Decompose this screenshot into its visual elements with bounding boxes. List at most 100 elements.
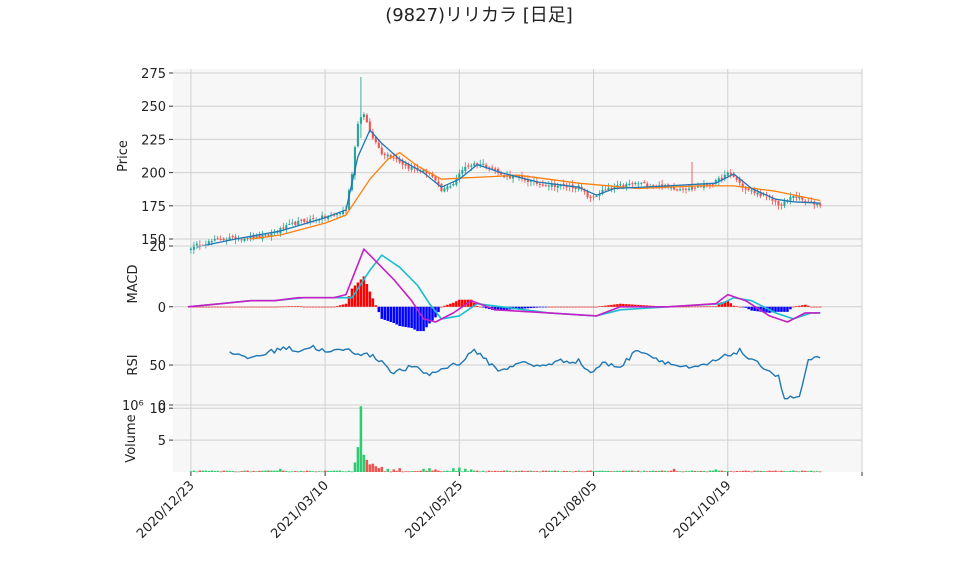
volume-bar bbox=[464, 468, 467, 472]
volume-bar bbox=[562, 470, 565, 472]
macd-line bbox=[187, 248, 821, 323]
candle-body bbox=[270, 233, 273, 237]
macd-histogram-bar bbox=[216, 306, 220, 308]
macd-histogram-bar bbox=[425, 306, 428, 328]
volume-bar bbox=[789, 470, 792, 472]
candle-body bbox=[556, 185, 559, 188]
candle-body bbox=[708, 184, 711, 186]
candle-body bbox=[300, 219, 303, 221]
candle-body bbox=[553, 183, 556, 188]
volume-bar bbox=[795, 471, 798, 473]
candle-body bbox=[491, 167, 494, 169]
candle-body bbox=[562, 183, 565, 186]
volume-bar bbox=[311, 471, 315, 473]
volume-bar bbox=[693, 470, 697, 472]
macd-histogram-bar bbox=[753, 306, 756, 311]
candle-body bbox=[607, 187, 610, 190]
volume-bar bbox=[335, 470, 339, 472]
volume-bar bbox=[210, 470, 214, 472]
volume-bar bbox=[523, 471, 527, 472]
candle-body bbox=[392, 157, 395, 159]
volume-bar bbox=[353, 462, 357, 472]
candle-body bbox=[625, 183, 628, 188]
macd-histogram-bar bbox=[815, 306, 819, 308]
volume-bar bbox=[747, 470, 750, 472]
macd-histogram-bar bbox=[270, 306, 273, 308]
volume-bar bbox=[207, 470, 211, 472]
macd-histogram-bar bbox=[353, 285, 357, 307]
macd-histogram-bar bbox=[255, 306, 258, 308]
macd-histogram-bar bbox=[449, 303, 452, 307]
volume-bar bbox=[410, 471, 413, 472]
candle-body bbox=[428, 172, 431, 174]
macd-histogram-bar bbox=[607, 305, 610, 307]
volume-bar bbox=[511, 471, 515, 473]
volume-bar bbox=[359, 406, 363, 472]
macd-histogram-bar bbox=[279, 306, 282, 308]
macd-histogram-bar bbox=[213, 306, 217, 308]
volume-bar bbox=[431, 470, 434, 472]
candle-body bbox=[511, 175, 515, 179]
macd-histogram-bar bbox=[323, 306, 327, 308]
volume-bar bbox=[619, 470, 622, 472]
macd-histogram-bar bbox=[320, 306, 324, 308]
macd-histogram-bar bbox=[410, 306, 413, 329]
macd-histogram-bar bbox=[392, 306, 395, 323]
volume-bar bbox=[765, 471, 768, 473]
candle-body bbox=[810, 201, 813, 203]
candle-body bbox=[395, 157, 398, 160]
candle-body bbox=[365, 114, 368, 123]
x-tick-label: 2021/10/19 bbox=[671, 478, 735, 542]
macd-histogram-bar bbox=[616, 304, 619, 307]
macd-histogram-bar bbox=[586, 306, 589, 308]
volume-bar bbox=[288, 471, 291, 473]
volume-bar bbox=[458, 467, 461, 472]
candle-body bbox=[407, 164, 410, 169]
macd-histogram-bar bbox=[335, 306, 339, 307]
macd-histogram-bar bbox=[744, 306, 747, 308]
volume-bar bbox=[681, 471, 685, 473]
x-tick-label: 2021/08/05 bbox=[537, 478, 601, 542]
macd-histogram-bar bbox=[359, 279, 363, 307]
volume-bar bbox=[377, 468, 381, 472]
macd-histogram-bar bbox=[440, 306, 443, 308]
volume-bar bbox=[723, 471, 727, 472]
macd-histogram-bar bbox=[559, 306, 563, 308]
price-tick-label: 150 bbox=[141, 233, 166, 248]
volume-bar bbox=[455, 471, 458, 472]
volume-bar bbox=[601, 470, 604, 472]
candle-body bbox=[189, 248, 192, 250]
macd-histogram-bar bbox=[332, 306, 336, 308]
macd-histogram-bar bbox=[792, 306, 795, 308]
candle-body bbox=[431, 173, 434, 177]
candle-body bbox=[327, 216, 330, 219]
macd-histogram-bar bbox=[729, 303, 733, 307]
candle-body bbox=[434, 176, 437, 181]
candle-body bbox=[640, 182, 643, 184]
macd-histogram-bar bbox=[478, 306, 482, 308]
candle-body bbox=[586, 191, 589, 198]
macd-histogram-bar bbox=[338, 305, 342, 307]
volume-bar bbox=[371, 463, 375, 472]
candle-body bbox=[258, 235, 261, 238]
volume-bar bbox=[428, 468, 431, 472]
macd-histogram-bar bbox=[541, 306, 545, 308]
candle-body bbox=[336, 213, 339, 215]
macd-histogram-bar bbox=[285, 306, 288, 308]
macd-axis-label: MACD bbox=[126, 265, 141, 304]
macd-histogram-bar bbox=[377, 306, 381, 313]
x-tick-label: 2021/05/25 bbox=[403, 478, 467, 542]
macd-histogram-bar bbox=[291, 306, 294, 307]
macd-histogram-bar bbox=[192, 306, 196, 308]
macd-histogram-bar bbox=[470, 299, 473, 307]
candle-body bbox=[482, 163, 485, 165]
macd-histogram-bar bbox=[732, 305, 736, 307]
volume-bar bbox=[780, 470, 783, 472]
volume-bar bbox=[798, 471, 801, 473]
volume-bar bbox=[329, 470, 333, 472]
macd-histogram-bar bbox=[535, 306, 539, 308]
candle-body bbox=[252, 234, 255, 239]
volume-bar bbox=[708, 470, 712, 472]
volume-bar bbox=[246, 470, 249, 472]
volume-bar bbox=[669, 470, 673, 472]
